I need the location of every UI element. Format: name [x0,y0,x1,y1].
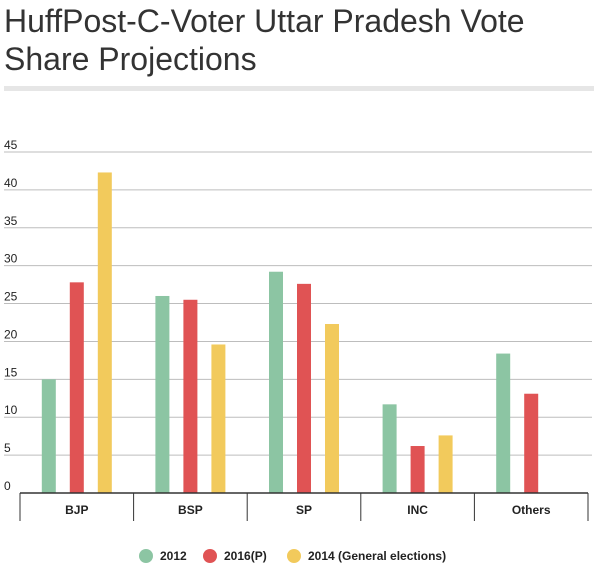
legend-swatch [139,549,153,563]
y-tick-label: 25 [4,290,18,304]
legend: 2012 2016(P) 2014 (General elections) [139,549,446,563]
chart-title: HuffPost-C-Voter Uttar Pradesh Vote Shar… [4,3,525,77]
y-tick-label: 20 [4,327,18,341]
bar-others-1 [524,393,539,493]
bar-bsp-2 [211,344,226,493]
bar-others-0 [496,353,511,493]
y-axis-ticks: 0 5 10 15 20 25 30 35 40 45 [4,138,18,493]
x-tick-label: BJP [65,503,88,517]
bar-bsp-1 [183,299,198,493]
y-tick-label: 45 [4,138,18,152]
legend-label: 2012 [160,549,187,563]
legend-label: 2016(P) [224,549,267,563]
bar-sp-2 [325,324,339,493]
bar-inc-0 [382,404,397,493]
bar-bjp-0 [41,379,56,493]
x-tick-label: BSP [178,503,203,517]
bars [41,172,539,493]
y-tick-label: 5 [4,441,11,455]
y-tick-label: 15 [4,365,18,379]
bar-bjp-2 [97,172,112,493]
y-tick-label: 30 [4,252,18,266]
legend-swatch [287,549,301,563]
x-tick-label: Others [512,503,551,517]
bar-inc-1 [410,446,425,493]
x-tick-label: INC [407,503,428,517]
x-tick-label: SP [296,503,312,517]
bar-inc-2 [438,435,453,493]
bar-bjp-1 [69,282,84,493]
bar-bsp-0 [155,295,170,493]
y-tick-label: 35 [4,214,18,228]
legend-swatch [203,549,217,563]
y-tick-label: 40 [4,176,18,190]
bar-sp-1 [297,283,311,493]
legend-label: 2014 (General elections) [308,549,446,563]
bar-sp-0 [269,271,283,493]
y-tick-label: 0 [4,479,11,493]
title-divider [4,86,594,91]
y-tick-label: 10 [4,403,18,417]
x-axis: BJP BSP SP INC Others [19,492,589,521]
